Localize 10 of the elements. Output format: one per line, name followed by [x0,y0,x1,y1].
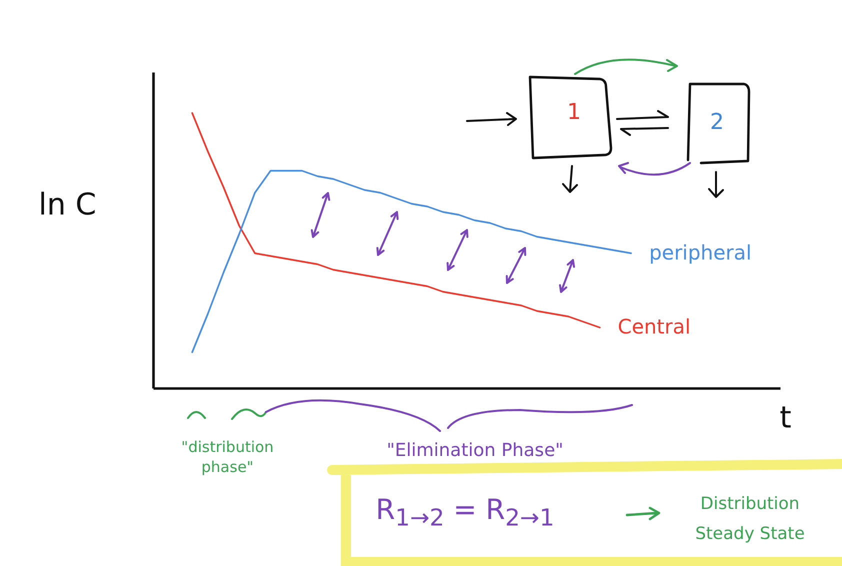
series-label: peripheral [649,240,752,264]
y-axis-title: ln C [38,188,96,222]
annotation: 2 [709,110,725,136]
text: Distribution Steady State [694,493,806,546]
text: "Elimination Phase" [386,440,564,462]
annotation: 1 [566,100,582,126]
x-axis-title: t [780,400,792,436]
text: "distribution phase" [180,437,275,478]
text: R$_{1→2}$ = R$_{2→1}$ [374,493,556,532]
series-label: Central [618,314,691,338]
